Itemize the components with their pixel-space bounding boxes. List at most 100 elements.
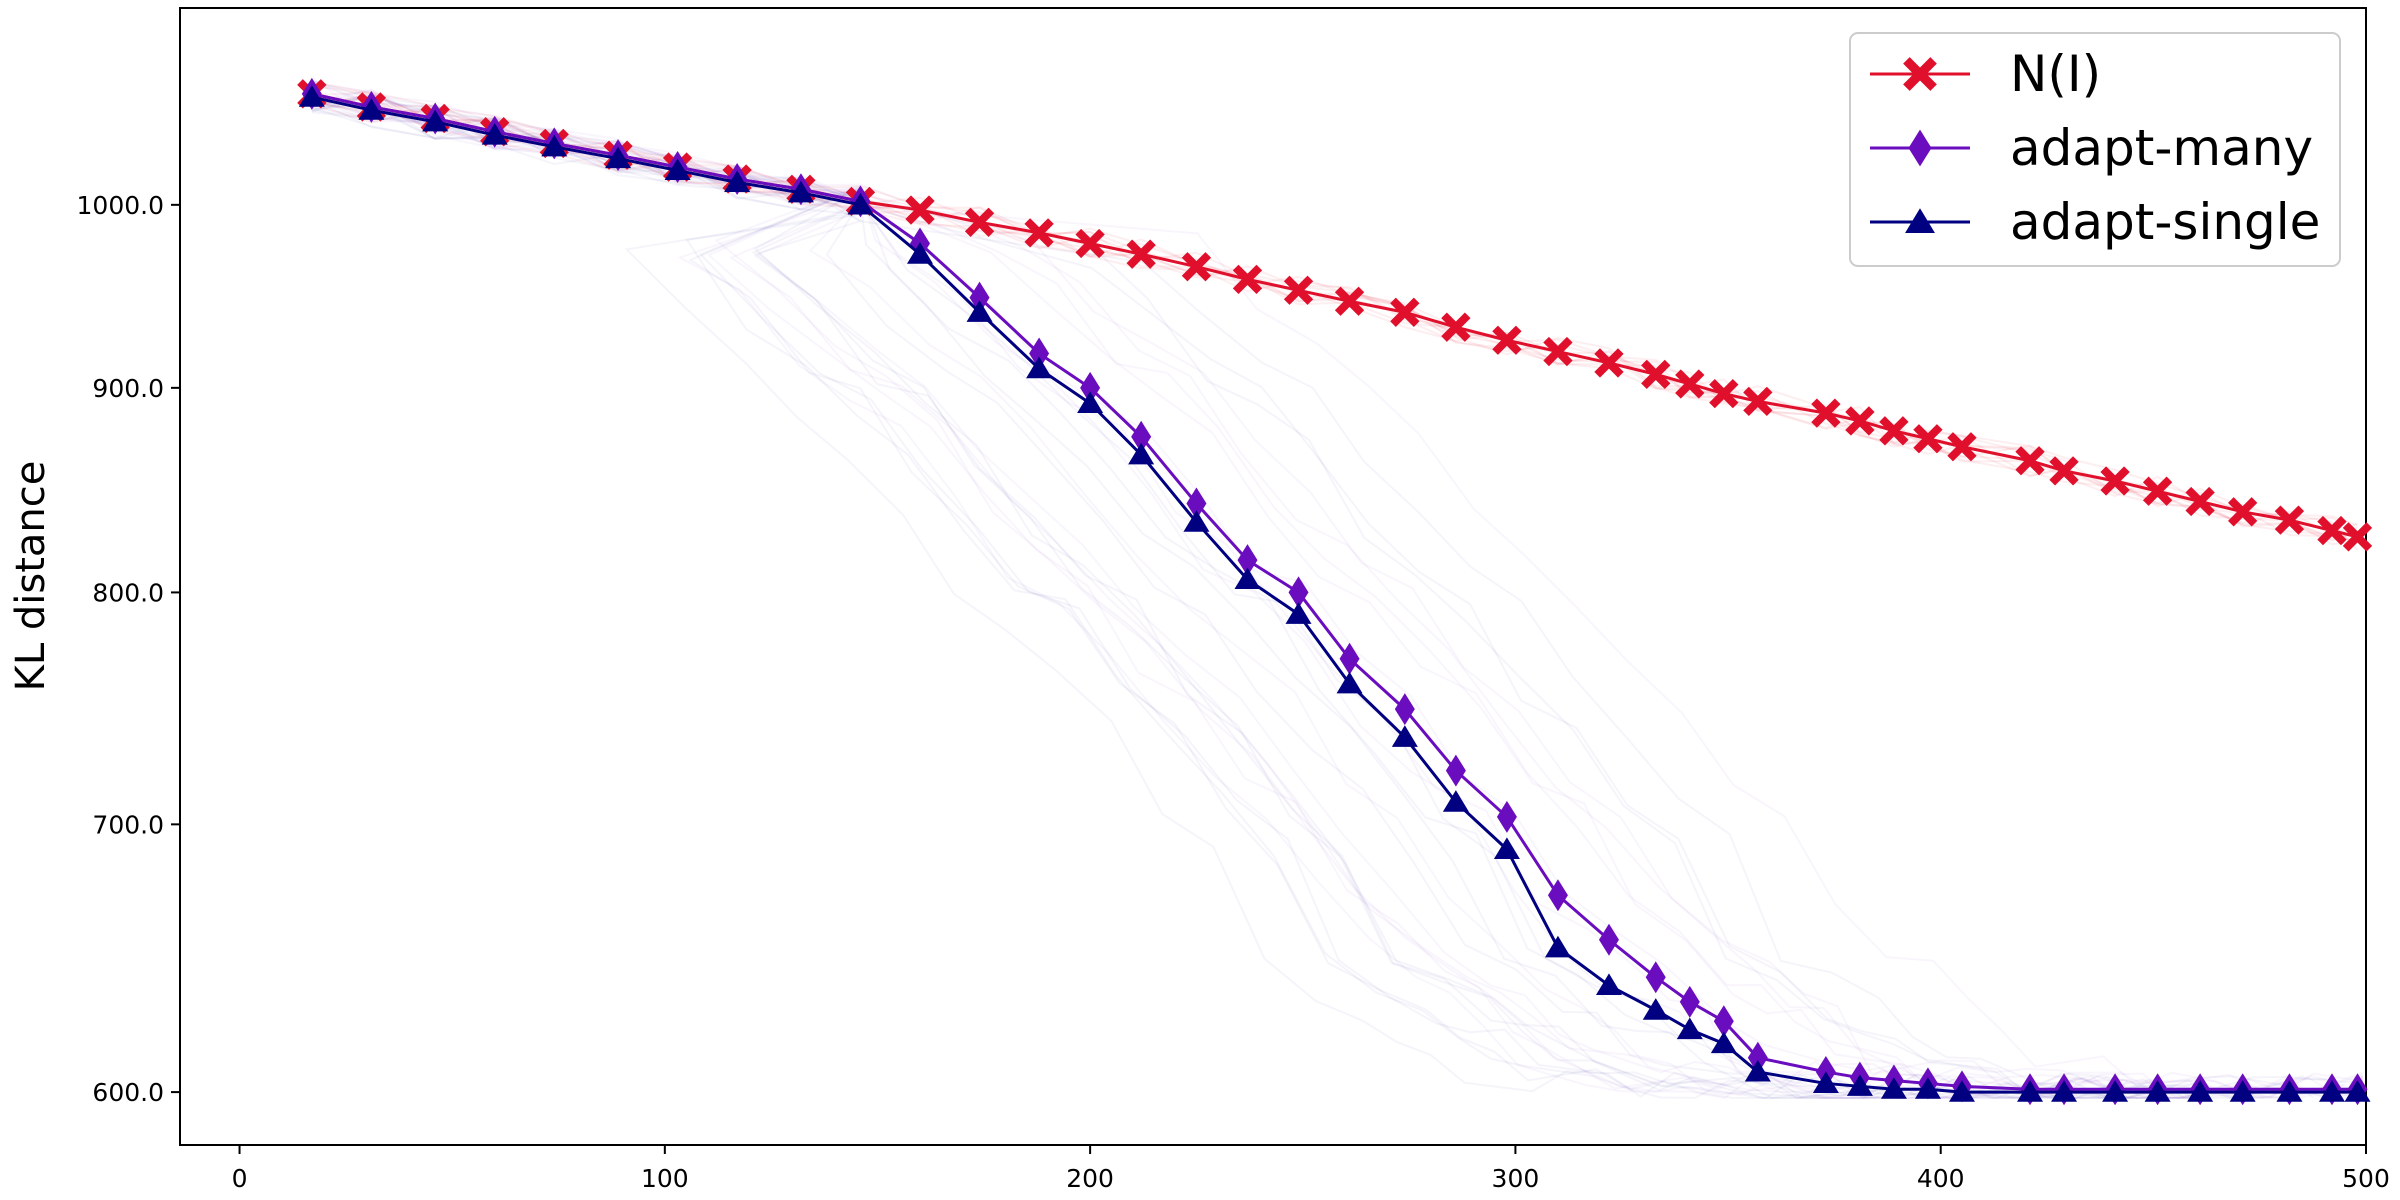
data-point [1914, 1077, 1941, 1099]
series-adapt-single [298, 85, 2371, 1102]
data-point [2317, 515, 2347, 546]
data-point [1394, 693, 1415, 726]
data-point [1679, 985, 1700, 1018]
data-point [1547, 879, 1568, 912]
data-point [1234, 567, 1261, 590]
data-point [964, 207, 995, 237]
data-point [847, 192, 874, 215]
data-point [1913, 424, 1943, 454]
data-point [1744, 1059, 1771, 1082]
x-tick-label: 400 [1917, 1164, 1965, 1193]
data-point [1126, 239, 1156, 269]
data-point [1131, 420, 1152, 453]
y-axis-label: KL distance [8, 461, 54, 692]
background-run [311, 98, 2193, 1099]
data-point [605, 146, 632, 169]
data-point [2274, 505, 2305, 535]
data-point [1880, 1077, 1907, 1099]
data-point [481, 123, 508, 145]
data-point [1710, 1031, 1737, 1054]
data-point [2049, 456, 2079, 486]
data-point [2102, 1080, 2129, 1102]
data-point [1493, 837, 1520, 859]
data-point [1024, 218, 1054, 248]
data-point [1743, 386, 1773, 417]
data-point [1339, 642, 1360, 675]
x-axis: 0 100 200 300 400 500 [232, 1145, 2390, 1193]
legend-marker [1905, 208, 1935, 234]
legend-label: N(I) [2010, 45, 2101, 103]
data-point [2100, 466, 2130, 496]
x-tick-label: 0 [232, 1164, 248, 1193]
data-point [1544, 935, 1571, 958]
data-point [1713, 1005, 1734, 1038]
data-point [1237, 544, 1258, 577]
data-point [1496, 800, 1517, 833]
data-point [1879, 416, 1909, 446]
background-run [311, 82, 2363, 1099]
data-point [664, 158, 691, 181]
series-layer [297, 77, 2373, 1106]
data-point [2318, 1080, 2345, 1102]
data-point [1445, 754, 1466, 787]
data-point [1543, 336, 1573, 367]
data-point [1676, 1017, 1703, 1040]
data-point [2342, 522, 2373, 552]
data-point [787, 180, 814, 203]
data-point [1947, 432, 1977, 462]
y-tick-label: 1000.0 [77, 191, 164, 220]
data-point [1441, 312, 1471, 342]
y-tick-label: 700.0 [92, 810, 164, 839]
x-tick-label: 200 [1066, 1164, 1114, 1193]
plot-frame [179, 7, 2367, 1146]
legend: N(I) adapt-many adapt-single [1849, 32, 2341, 267]
data-point [2228, 497, 2258, 527]
data-point [1075, 228, 1105, 259]
data-point [1334, 286, 1365, 316]
data-point [1709, 378, 1739, 409]
data-point [1186, 487, 1207, 520]
data-point [1336, 671, 1363, 694]
data-point [2017, 1080, 2044, 1102]
data-point [1390, 297, 1420, 327]
data-point [2185, 486, 2215, 517]
data-point [2187, 1080, 2214, 1102]
data-point [2142, 476, 2173, 506]
data-point [907, 242, 934, 264]
data-point [1598, 923, 1619, 956]
background-run [311, 89, 2363, 1099]
background-run [311, 95, 2363, 1099]
data-point [1288, 576, 1309, 609]
data-point [298, 85, 325, 107]
data-point [724, 170, 751, 193]
data-point [1595, 973, 1622, 996]
data-point [1283, 275, 1314, 305]
data-point [1845, 406, 1875, 436]
legend-marker [1903, 57, 1937, 91]
data-point [1675, 369, 1705, 399]
data-point [1128, 442, 1155, 465]
data-point [1026, 356, 1053, 379]
legend-marker [1908, 129, 1932, 167]
data-point [1183, 510, 1210, 532]
data-point [966, 300, 993, 322]
y-axis: 600.0 700.0 800.0 900.0 1000.0 [77, 191, 180, 1107]
data-point [1391, 725, 1418, 747]
data-point [541, 134, 568, 157]
data-point [1846, 1074, 1873, 1096]
data-point [2144, 1080, 2171, 1102]
data-point [2051, 1080, 2078, 1102]
data-point [2344, 1080, 2371, 1102]
data-point [1181, 252, 1212, 282]
background-run [311, 93, 2363, 1099]
series-line [311, 95, 2358, 1094]
x-tick-label: 100 [641, 1164, 689, 1193]
data-point [905, 195, 935, 225]
data-point [1285, 602, 1312, 624]
data-point [1645, 961, 1666, 994]
data-point [1811, 398, 1841, 428]
data-point [2229, 1080, 2256, 1102]
legend-label: adapt-many [2010, 119, 2313, 177]
y-tick-label: 800.0 [92, 578, 164, 607]
